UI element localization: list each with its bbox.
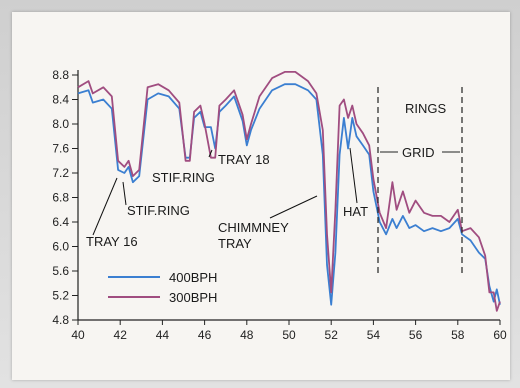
x-tick-label: 42 xyxy=(114,328,128,342)
pointer-stifring-lower xyxy=(122,181,127,206)
y-tick-label: 8.8 xyxy=(52,68,69,82)
legend-label-400bph: 400BPH xyxy=(169,270,217,285)
x-tick-label: 44 xyxy=(156,328,170,342)
y-tick-label: 6.4 xyxy=(52,215,69,229)
series-line-400bph xyxy=(77,83,501,306)
x-tick-label: 54 xyxy=(367,328,381,342)
y-tick-label: 5.6 xyxy=(52,264,69,278)
pointer-chimney xyxy=(269,195,318,219)
pointer-hat xyxy=(349,147,358,204)
pointer-tray18 xyxy=(208,149,213,158)
annotation-chimney-line1: CHIMMNEY xyxy=(218,220,289,235)
annotation-group: TRAY 16 STIF.RING STIF.RING TRAY 18 CHIM… xyxy=(86,87,463,275)
x-tick-label: 52 xyxy=(325,328,339,342)
annotation-stifring-lower: STIF.RING xyxy=(127,203,190,218)
y-tick-label: 7.6 xyxy=(52,142,69,156)
annotation-tray16: TRAY 16 xyxy=(86,234,138,249)
legend: 400BPH 300BPH xyxy=(108,270,217,305)
legend-label-300bph: 300BPH xyxy=(169,290,217,305)
y-tick-label: 6.8 xyxy=(52,191,69,205)
pointer-tray16 xyxy=(92,177,118,236)
chart-paper xyxy=(12,12,510,380)
x-tick-label: 56 xyxy=(409,328,423,342)
annotation-rings: RINGS xyxy=(405,101,447,116)
y-tick-label: 8.0 xyxy=(52,117,69,131)
x-tick-label: 58 xyxy=(451,328,465,342)
x-tick-label: 48 xyxy=(240,328,254,342)
annotation-chimney-line2: TRAY xyxy=(218,236,252,251)
y-tick-label: 8.4 xyxy=(52,93,69,107)
x-tick-label: 60 xyxy=(493,328,507,342)
y-tick-label: 6.0 xyxy=(52,240,69,254)
annotation-tray18: TRAY 18 xyxy=(218,152,270,167)
x-tick-label: 46 xyxy=(198,328,212,342)
x-tick-label: 50 xyxy=(282,328,296,342)
annotation-hat: HAT xyxy=(343,204,368,219)
series-group xyxy=(77,71,501,312)
tick-group: 40 42 44 46 48 50 52 54 56 58 60 8.8 8.4 8.0 7.6 7.2 6.8… xyxy=(52,68,507,342)
y-tick-label: 7.2 xyxy=(52,166,69,180)
annotation-stifring-upper: STIF.RING xyxy=(152,170,215,185)
y-tick-label: 5.2 xyxy=(52,289,69,303)
series-line-300bph xyxy=(77,71,501,312)
y-tick-label: 4.8 xyxy=(52,313,69,327)
annotation-grid: GRID xyxy=(402,145,435,160)
x-tick-label: 40 xyxy=(71,328,85,342)
